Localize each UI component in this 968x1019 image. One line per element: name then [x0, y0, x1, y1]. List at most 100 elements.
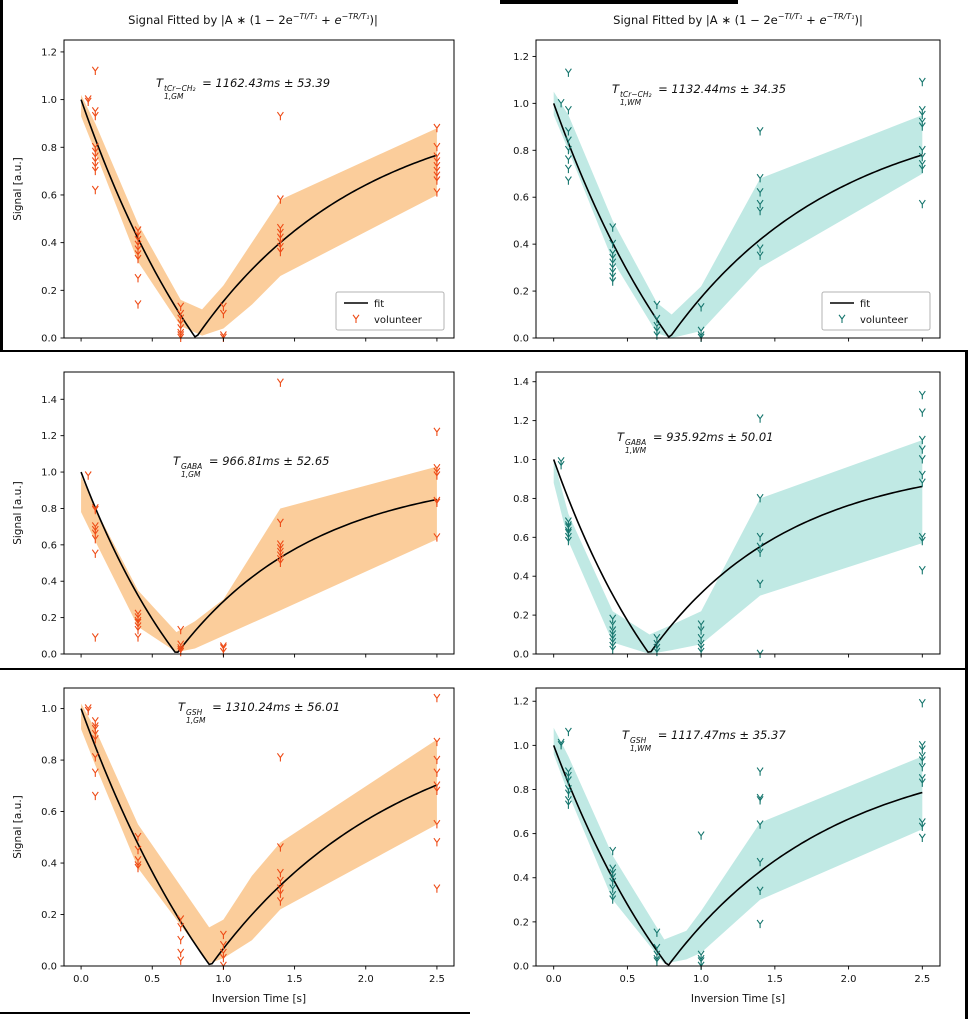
volunteer-marker [918, 105, 926, 115]
volunteer-marker [433, 161, 441, 171]
volunteer-marker [134, 273, 142, 283]
volunteer-marker [756, 795, 764, 805]
volunteer-marker [564, 784, 572, 794]
y-tick-label: 1.0 [513, 741, 529, 752]
y-tick-label: 1.4 [513, 377, 529, 388]
volunteer-marker [91, 161, 99, 171]
y-tick-label: 1.2 [513, 416, 529, 427]
volunteer-marker [219, 948, 227, 958]
separator-line-bottom [0, 1012, 470, 1014]
volunteer-marker [177, 302, 185, 311]
volunteer-marker [433, 755, 441, 765]
volunteer-marker [134, 845, 142, 855]
volunteer-marker [918, 445, 926, 454]
axes-frame [63, 371, 455, 655]
volunteer-marker [918, 408, 926, 417]
y-tick-label: 1.2 [41, 431, 57, 442]
axes-frame [63, 39, 455, 339]
x-axis-label: Inversion Time [s] [691, 993, 785, 1005]
subplot-gaba-gm: T GABA 1,GM = 966.81ms ± 52.65 0.0 0.2 0.4 0.… [8, 356, 468, 666]
y-axis-label: Signal [a.u.] [12, 157, 24, 221]
volunteer-marker [433, 188, 441, 197]
subplot-tcr-wm: Signal Fitted by |A ∗ (1 − 2e−TI/T₁ + e−… [492, 6, 954, 350]
volunteer-marker [276, 897, 284, 906]
volunteer-marker [756, 414, 764, 423]
y-tick-label: 1.0 [41, 468, 57, 479]
volunteer-marker [91, 157, 99, 166]
volunteer-marker [276, 752, 284, 762]
volunteer-marker [918, 122, 926, 131]
volunteer-marker [918, 164, 926, 174]
volunteer-marker [134, 832, 142, 842]
title-text: )| [369, 12, 378, 27]
axes-frame [535, 687, 941, 967]
volunteer-marker [609, 890, 617, 900]
volunteer-marker [918, 152, 926, 162]
axes-frame [535, 371, 941, 655]
volunteer-marker [91, 633, 99, 642]
volunteer-marker [918, 199, 926, 209]
volunteer-marker [276, 242, 284, 252]
x-tick-label: 2.0 [358, 974, 374, 985]
axes-frame [63, 687, 455, 967]
x-tick-label: 1.5 [767, 974, 783, 985]
volunteer-marker [609, 614, 617, 623]
volunteer-marker [276, 378, 284, 387]
t1-subscript: 1,GM [164, 92, 184, 101]
y-tick-label: 0.2 [513, 611, 529, 622]
volunteer-marker [564, 164, 572, 174]
volunteer-marker [276, 843, 284, 852]
volunteer-marker [177, 309, 185, 319]
y-tick-label: 1.2 [513, 697, 529, 708]
t1-subscript: 1,GM [181, 470, 201, 479]
volunteer-marker [433, 166, 441, 176]
volunteer-marker [756, 244, 764, 253]
fit-line [552, 745, 923, 966]
volunteer-marker [918, 740, 926, 750]
separator-line-top [500, 0, 738, 4]
separator-line-left [0, 0, 3, 352]
volunteer-marker [91, 752, 99, 762]
volunteer-marker [177, 935, 185, 945]
fit-line [552, 459, 923, 654]
volunteer-marker [91, 152, 99, 161]
x-tick-label: 0.0 [546, 974, 562, 985]
volunteer-marker [134, 855, 142, 865]
volunteer-marker [276, 247, 284, 257]
volunteer-marker [91, 724, 99, 734]
volunteer-marker [276, 228, 284, 238]
volunteer-marker [91, 106, 99, 116]
legend-fit-label: fit [374, 299, 384, 310]
fit-line [80, 99, 438, 338]
y-tick-label: 0.0 [513, 962, 529, 973]
volunteer-marker [433, 176, 441, 185]
y-axis-label: Signal [a.u.] [12, 481, 24, 545]
volunteer-marker [756, 542, 764, 551]
volunteer-marker [91, 534, 99, 544]
volunteer-marker [433, 533, 441, 542]
volunteer-marker [609, 272, 617, 281]
volunteer-marker [276, 518, 284, 527]
fit-line [80, 708, 438, 966]
volunteer-marker [756, 579, 764, 588]
volunteer-marker [134, 235, 142, 245]
volunteer-marker [918, 818, 926, 827]
confidence-band [81, 466, 437, 653]
volunteer-marker [653, 950, 661, 959]
y-tick-label: 0.0 [513, 334, 529, 345]
volunteer-marker [91, 791, 99, 801]
volunteer-marker [918, 698, 926, 708]
chart-title: Signal Fitted by |A ∗ (1 − 2e−TI/T₁ + e−… [48, 12, 458, 27]
volunteer-marker [564, 136, 572, 145]
volunteer-marker [91, 729, 99, 739]
volunteer-marker [653, 326, 661, 335]
t1-superscript: tCr−CH₂ [620, 90, 652, 99]
chart-title: Signal Fitted by |A ∗ (1 − 2e−TI/T₁ + e−… [532, 12, 944, 27]
volunteer-marker [177, 319, 185, 328]
volunteer-marker [653, 943, 661, 953]
volunteer-marker [697, 831, 705, 840]
y-tick-label: 0.0 [41, 650, 57, 661]
legend-volunteer-label: volunteer [860, 315, 909, 326]
volunteer-marker [433, 819, 441, 829]
